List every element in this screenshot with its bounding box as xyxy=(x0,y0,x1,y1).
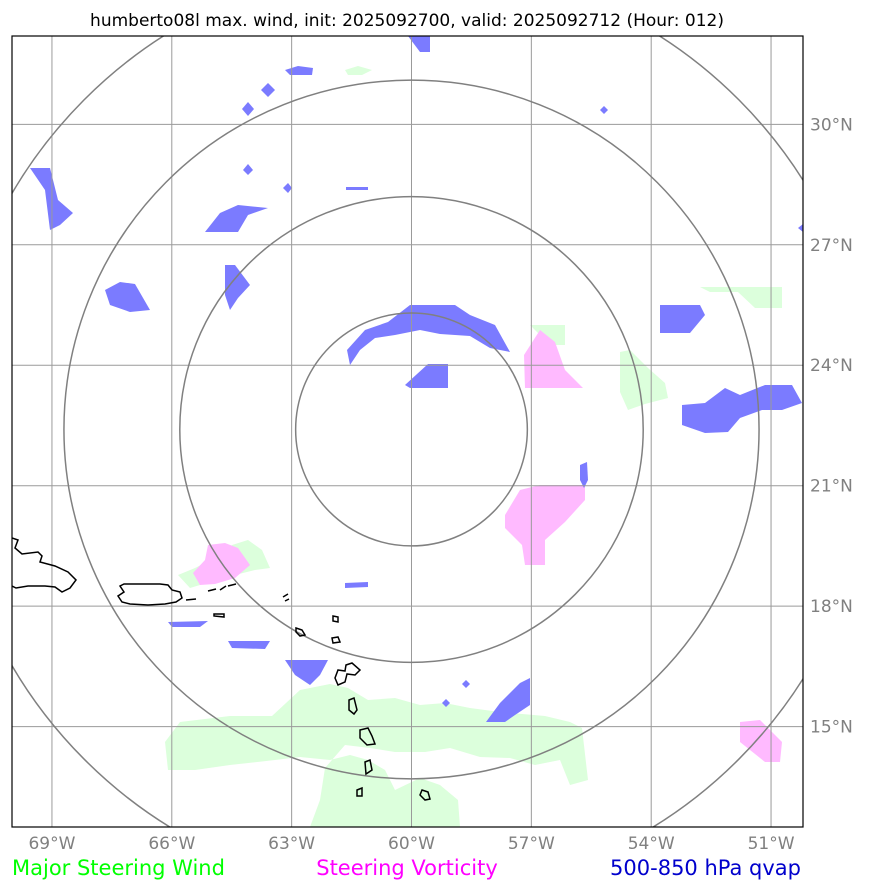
map-frame xyxy=(11,35,804,828)
wind-area-south xyxy=(165,684,588,827)
range-ring xyxy=(179,195,644,664)
coast-st-lucia xyxy=(364,758,373,776)
lon-tick-label: 69°W xyxy=(28,834,75,854)
coast-barbados xyxy=(419,789,431,801)
vorticity-area-center xyxy=(524,330,583,388)
qvap-area-caribbean-3 xyxy=(228,641,270,649)
lon-tick-label: 60°W xyxy=(388,834,435,854)
qvap-area-top-1 xyxy=(408,36,430,52)
lat-tick-label: 15°N xyxy=(810,718,853,738)
qvap-area-center-north xyxy=(347,305,510,365)
map-title: humberto08l max. wind, init: 2025092700,… xyxy=(90,11,724,31)
qvap-area-south-small xyxy=(285,660,328,685)
qvap-area-top-5 xyxy=(243,164,253,175)
lon-tick-label: 66°W xyxy=(148,834,195,854)
coast-montserrat xyxy=(295,626,307,637)
coast-st-vincent xyxy=(356,786,363,797)
legend: Major Steering Wind Steering Vorticity 5… xyxy=(12,856,801,880)
lat-tick-label: 30°N xyxy=(810,115,853,135)
qvap-area-caribbean-1 xyxy=(345,582,368,588)
qvap-area-dot-2 xyxy=(798,224,803,232)
coast-anguilla xyxy=(213,613,225,618)
qvap-area-northwest-2 xyxy=(105,282,150,312)
qvap-area-northwest-4 xyxy=(225,265,250,310)
lat-tick-label: 21°N xyxy=(810,477,853,497)
graticule xyxy=(12,36,803,827)
qvap-area-top-3 xyxy=(261,83,275,97)
range-ring xyxy=(63,79,760,780)
coast-martinique xyxy=(359,727,377,746)
coastlines xyxy=(12,537,431,801)
coast-st-kitts xyxy=(282,593,290,602)
coast-guadeloupe xyxy=(334,662,362,686)
lat-tick-labels: 15°N 18°N 21°N 24°N 27°N 30°N xyxy=(810,115,853,737)
qvap-area-dot-4 xyxy=(442,699,450,707)
qvap-area-northeast xyxy=(660,305,705,333)
wind-area-north-patch xyxy=(345,66,372,75)
qvap-area-top-4 xyxy=(242,102,254,116)
map-background xyxy=(12,36,803,827)
vorticity-area-south xyxy=(505,485,585,565)
lon-tick-labels: 69°W 66°W 63°W 60°W 57°W 54°W 51°W xyxy=(28,834,794,854)
qvap-area-caribbean-2 xyxy=(168,621,208,627)
lat-tick-label: 18°N xyxy=(810,597,853,617)
lon-tick-label: 57°W xyxy=(508,834,555,854)
qvap-area-dot-3 xyxy=(462,680,470,688)
coast-antigua xyxy=(331,615,342,644)
qvap-layer xyxy=(30,36,803,722)
coast-dominica xyxy=(348,696,358,716)
qvap-area-dot-1 xyxy=(600,106,608,114)
coast-puerto-rico xyxy=(116,583,183,606)
qvap-area-top-6 xyxy=(283,183,292,193)
range-ring xyxy=(294,312,529,547)
coast-hispaniola xyxy=(12,537,77,593)
qvap-area-center xyxy=(405,364,448,388)
qvap-area-top-7 xyxy=(346,187,368,190)
qvap-area-southeast xyxy=(486,678,530,722)
legend-vorticity-label: Steering Vorticity xyxy=(316,856,498,880)
qvap-area-streak xyxy=(580,462,588,488)
lon-tick-label: 63°W xyxy=(268,834,315,854)
lon-tick-label: 54°W xyxy=(628,834,675,854)
lat-tick-label: 27°N xyxy=(810,236,853,256)
lon-tick-label: 51°W xyxy=(748,834,795,854)
coast-virgin-islands xyxy=(185,583,237,601)
legend-wind-label: Major Steering Wind xyxy=(12,856,225,880)
lat-tick-label: 24°N xyxy=(810,356,853,376)
qvap-area-east xyxy=(682,385,802,433)
qvap-area-northwest-3 xyxy=(205,205,268,232)
legend-qvap-label: 500-850 hPa qvap xyxy=(610,856,801,880)
wind-area-mid-patch xyxy=(530,325,565,345)
wind-area-northeast xyxy=(700,287,782,308)
